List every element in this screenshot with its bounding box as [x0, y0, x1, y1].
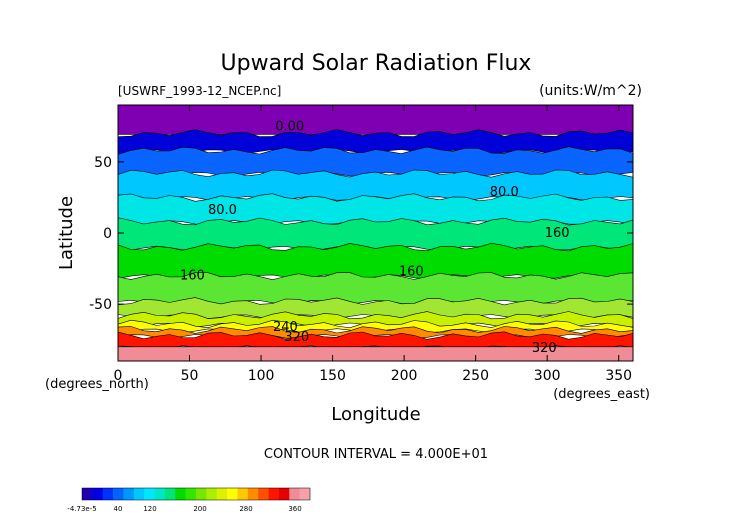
- contour-label: 0.00: [275, 119, 304, 134]
- colorbar-swatch: [289, 488, 300, 500]
- x-tick-label: 150: [319, 368, 346, 384]
- contour-label: 320: [284, 330, 309, 345]
- contour-label: 80.0: [490, 185, 519, 200]
- heatmap-band: [118, 217, 633, 251]
- colorbar-swatch: [237, 488, 249, 500]
- colorbar-swatch: [206, 488, 218, 500]
- colorbar-swatch: [175, 488, 186, 500]
- colorbar-swatch: [102, 488, 114, 500]
- colorbar-swatch: [82, 488, 93, 500]
- colorbar-swatch: [258, 488, 269, 500]
- contour-label: 160: [399, 264, 424, 279]
- colorbar-swatch: [144, 488, 155, 500]
- colorbar-swatch: [92, 488, 104, 500]
- colorbar-swatch: [185, 488, 197, 500]
- x-unit-label: (degrees_east): [553, 387, 650, 402]
- x-tick-label: 350: [605, 368, 632, 384]
- x-tick-label: 300: [534, 368, 561, 384]
- colorbar-tick-label: 200: [193, 505, 206, 513]
- colorbar-tick-label: 280: [239, 505, 252, 513]
- units-label: (units:W/m^2): [539, 83, 642, 99]
- colorbar-swatch: [154, 488, 166, 500]
- colorbar-swatch: [216, 488, 228, 500]
- colorbar-swatch: [133, 488, 145, 500]
- contour-label: 160: [180, 269, 205, 284]
- colorbar: [81, 487, 311, 501]
- heatmap-band: [118, 242, 633, 280]
- heatmap-band: [118, 193, 633, 225]
- x-tick-label: 0: [114, 368, 123, 384]
- contour-label: 320: [532, 341, 557, 356]
- x-tick-label: 250: [462, 368, 489, 384]
- colorbar-swatch: [299, 488, 311, 500]
- colorbar-frame: [81, 487, 311, 501]
- y-unit-label: (degrees_north): [45, 377, 149, 392]
- colorbar-tick-label: -4.73e-5: [67, 505, 96, 513]
- y-axis-label: Latitude: [56, 196, 77, 270]
- colorbar-tick-label: 120: [143, 505, 156, 513]
- x-tick-label: 200: [391, 368, 418, 384]
- colorbar-labels: -4.73e-5 40 120 200 280 360: [67, 505, 301, 513]
- file-label: [USWRF_1993-12_NCEP.nc]: [118, 84, 281, 98]
- y-tick-label: 0: [103, 226, 112, 242]
- y-tick-label: -50: [89, 297, 112, 313]
- colorbar-swatch: [196, 488, 207, 500]
- colorbar-swatch: [113, 488, 124, 500]
- x-tick-label: 50: [181, 368, 199, 384]
- x-tick-label: 100: [248, 368, 275, 384]
- colorbar-swatch: [278, 488, 290, 500]
- y-tick-label: 50: [94, 155, 112, 171]
- colorbar-swatch: [164, 488, 176, 500]
- colorbar-tick-label: 360: [288, 505, 301, 513]
- colorbar-tick-label: 40: [114, 505, 123, 513]
- heatmap-band: [118, 346, 633, 361]
- heatmap-bands: [118, 105, 633, 361]
- chart-title: Upward Solar Radiation Flux: [221, 51, 532, 76]
- colorbar-swatch: [123, 488, 135, 500]
- contour-interval: CONTOUR INTERVAL = 4.000E+01: [264, 447, 488, 462]
- x-axis-ticks: 0 50 100 150 200 250 300 350: [114, 105, 632, 384]
- y-axis-ticks: 50 0 -50: [89, 155, 633, 313]
- colorbar-swatch: [247, 488, 259, 500]
- colorbar-swatch: [227, 488, 238, 500]
- contour-label: 240: [273, 320, 298, 335]
- colorbar-swatch: [268, 488, 280, 500]
- contour-label: 80.0: [208, 203, 237, 218]
- x-axis-label: Longitude: [331, 404, 421, 425]
- contour-label: 160: [545, 226, 570, 241]
